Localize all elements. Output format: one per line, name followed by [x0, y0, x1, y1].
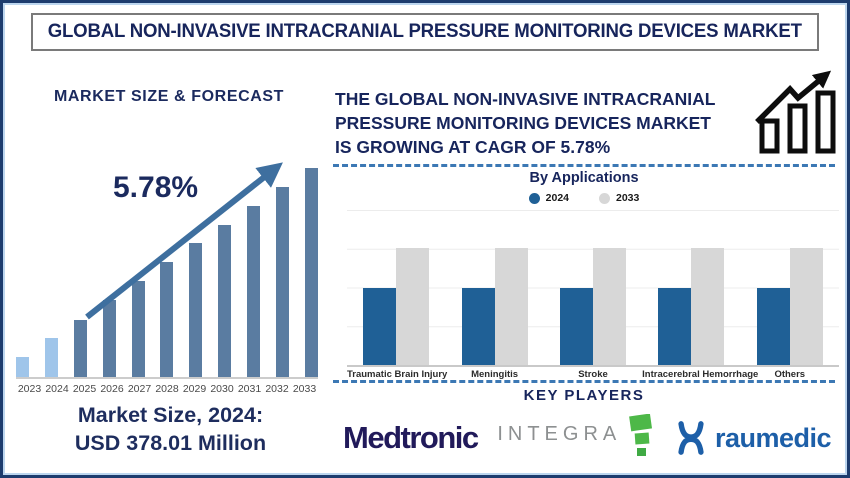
year-tick-label: 2028: [155, 383, 179, 395]
market-bar-2032: [276, 187, 290, 377]
year-tick-label: 2033: [292, 383, 317, 395]
cagr-headline-line2: PRESSURE MONITORING DEVICES MARKET: [335, 113, 711, 134]
application-bar-2033: [592, 247, 626, 365]
raumedic-wordmark: raumedic: [714, 422, 832, 453]
by-applications-title: By Applications: [529, 170, 639, 186]
application-category-label: Traumatic Brain Injury: [347, 369, 448, 380]
dashed-divider-top: [333, 164, 835, 167]
market-bar-2025: [73, 320, 87, 377]
year-tick-label: 2030: [210, 383, 234, 395]
market-size-line1: Market Size, 2024:: [77, 403, 264, 427]
market-bar-2028: [160, 262, 174, 377]
application-bar-2033: [494, 247, 528, 365]
integra-logo: INTEGRA: [497, 414, 654, 462]
growth-trend-arrow: [85, 162, 283, 320]
application-bar-2024: [559, 287, 593, 365]
applications-bar-chart: [347, 210, 839, 367]
applications-legend: 2024 2033: [333, 192, 835, 204]
raumedic-logo: raumedic: [674, 421, 832, 455]
market-bar-2029: [189, 243, 203, 377]
dashed-divider-bottom: [333, 380, 835, 383]
year-tick-label: 2027: [127, 383, 152, 395]
year-tick-label: 2029: [182, 383, 207, 395]
market-bar-2031: [247, 206, 261, 377]
market-bar-2024: [44, 338, 58, 377]
application-bar-2024: [363, 287, 397, 365]
application-bar-group: [347, 210, 445, 365]
cagr-headline-line3: IS GROWING AT CAGR OF 5.78%: [335, 137, 611, 158]
application-bar-2024: [461, 287, 495, 365]
market-bar-2033: [304, 168, 318, 377]
application-bar-2024: [658, 287, 692, 365]
application-category-label: Intracerebral Hemorrhage: [642, 369, 759, 380]
cagr-percentage-label: 5.78%: [113, 171, 199, 204]
year-tick-label: 2031: [237, 383, 262, 395]
application-bar-group: [642, 210, 740, 365]
integra-wordmark: INTEGRA: [497, 423, 622, 445]
cagr-headline-line1: THE GLOBAL NON-INVASIVE INTRACRANIAL: [335, 89, 716, 109]
application-bar-2033: [396, 247, 430, 365]
market-bar-2026: [102, 300, 116, 377]
application-bar-2024: [756, 287, 790, 365]
application-bar-group: [741, 210, 839, 365]
page-title-text: GLOBAL NON-INVASIVE INTRACRANIAL PRESSUR…: [47, 21, 803, 42]
legend-item-2033: 2033: [599, 192, 639, 204]
legend-label: 2024: [545, 192, 569, 204]
application-bar-2033: [789, 247, 823, 365]
bar-chart-growth-icon: [755, 70, 836, 154]
legend-item-2024: 2024: [528, 192, 569, 204]
market-bar-2030: [218, 225, 232, 377]
key-players-logos: Medtronic INTEGRA raumedic: [343, 409, 832, 467]
cagr-headline: THE GLOBAL NON-INVASIVE INTRACRANIAL PRE…: [335, 87, 775, 159]
application-category-label: Stroke: [578, 369, 608, 380]
medtronic-logo: Medtronic: [343, 420, 479, 455]
legend-dot-icon: [528, 192, 540, 204]
market-bar-2023: [16, 357, 29, 377]
year-tick-label: 2032: [265, 383, 289, 395]
applications-category-axis: Traumatic Brain Injury Meningitis Stroke In…: [347, 369, 839, 380]
market-size-year-axis: 2023 2024 2025 2026 2027 2028 2029 2030 2031 2032…: [16, 383, 318, 395]
market-size-bar-chart: [16, 161, 318, 379]
integra-green-blocks-icon: [629, 414, 653, 456]
application-bar-group: [544, 210, 642, 365]
key-players-title: KEY PLAYERS: [523, 387, 645, 404]
legend-dot-icon: [599, 192, 610, 204]
year-tick-label: 2025: [72, 383, 97, 395]
legend-label: 2033: [616, 192, 640, 204]
application-bar-group: [445, 210, 543, 365]
year-tick-label: 2024: [45, 383, 69, 395]
market-size-line2: USD 378.01 Million: [74, 431, 267, 456]
application-bar-2033: [691, 247, 725, 365]
market-bar-2027: [131, 281, 145, 377]
page-title: GLOBAL NON-INVASIVE INTRACRANIAL PRESSUR…: [31, 13, 819, 51]
application-category-label: Others: [774, 369, 806, 380]
raumedic-x-icon: [678, 421, 704, 455]
year-tick-label: 2023: [17, 383, 42, 395]
year-tick-label: 2026: [100, 383, 124, 395]
market-size-forecast-heading: MARKET SIZE & FORECAST: [53, 88, 285, 105]
application-category-label: Meningitis: [471, 369, 519, 380]
market-size-2024-callout: Market Size, 2024: USD 378.01 Million: [3, 401, 338, 458]
